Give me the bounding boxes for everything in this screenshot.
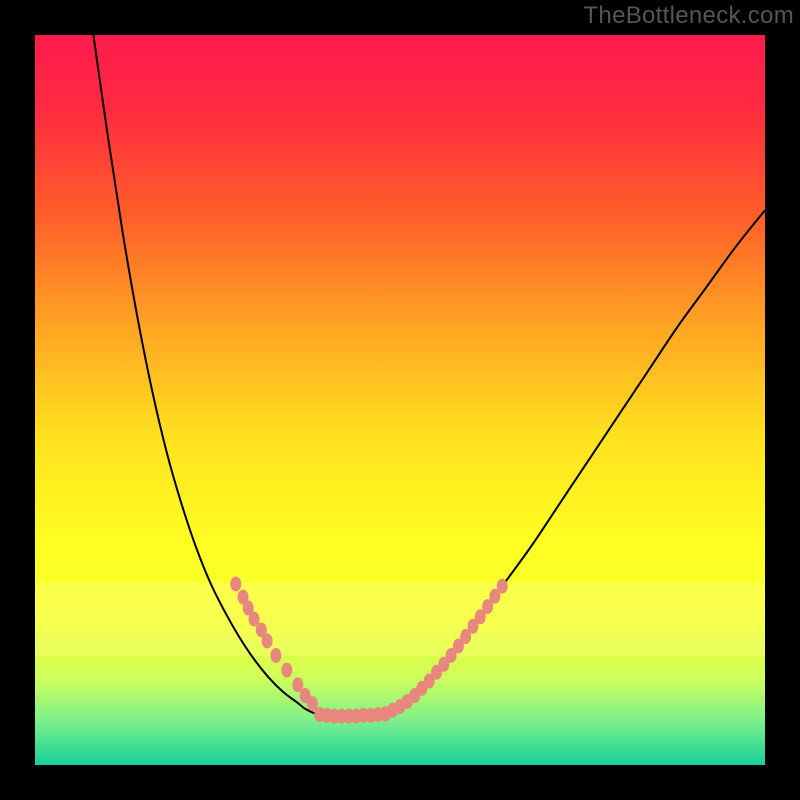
plot-svg (0, 0, 800, 800)
curve-marker (497, 579, 508, 594)
watermark-text: TheBottleneck.com (583, 2, 794, 30)
curve-marker (262, 633, 273, 648)
curve-marker (270, 648, 281, 663)
overlay-band (35, 583, 765, 656)
curve-marker (281, 663, 292, 678)
figure-root: TheBottleneck.com (0, 0, 800, 800)
curve-marker (230, 576, 241, 591)
